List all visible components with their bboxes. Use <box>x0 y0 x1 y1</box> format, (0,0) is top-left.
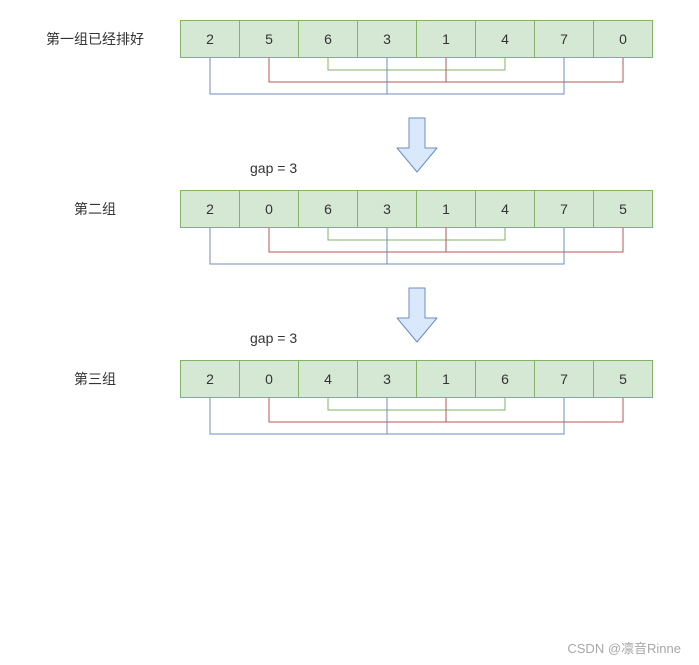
bracket <box>387 228 564 264</box>
array-cell: 3 <box>357 190 417 228</box>
gap-label: gap = 3 <box>250 330 297 346</box>
stage-label: 第一组已经排好 <box>10 29 180 49</box>
down-arrow-icon <box>392 110 442 180</box>
array-cell: 3 <box>357 360 417 398</box>
bracket <box>387 398 564 434</box>
cells: 20431675 <box>180 360 653 398</box>
array-cell: 0 <box>239 190 299 228</box>
array-cell: 6 <box>298 190 358 228</box>
array-cell: 0 <box>239 360 299 398</box>
array-cell: 1 <box>416 190 476 228</box>
array-cell: 4 <box>475 190 535 228</box>
bracket <box>328 58 505 70</box>
array-row: 第三组20431675 <box>10 360 689 398</box>
stage: 第三组20431675 <box>10 360 689 440</box>
bracket <box>210 228 387 264</box>
array-row: 第一组已经排好25631470 <box>10 20 689 58</box>
brackets <box>180 228 673 270</box>
cells: 20631475 <box>180 190 653 228</box>
stage: 第二组20631475 <box>10 190 689 270</box>
array-cell: 7 <box>534 20 594 58</box>
gap-label: gap = 3 <box>250 160 297 176</box>
stage-label: 第二组 <box>10 199 180 219</box>
down-arrow-icon <box>392 280 442 350</box>
stage-label: 第三组 <box>10 369 180 389</box>
array-cell: 7 <box>534 190 594 228</box>
array-cell: 4 <box>298 360 358 398</box>
array-cell: 5 <box>593 190 653 228</box>
bracket <box>210 398 387 434</box>
brackets <box>180 58 673 100</box>
cells: 25631470 <box>180 20 653 58</box>
array-cell: 0 <box>593 20 653 58</box>
array-cell: 2 <box>180 20 240 58</box>
array-cell: 6 <box>298 20 358 58</box>
array-cell: 1 <box>416 360 476 398</box>
bracket <box>387 58 564 94</box>
array-cell: 5 <box>239 20 299 58</box>
watermark: CSDN @凛音Rinne <box>567 638 681 657</box>
array-cell: 4 <box>475 20 535 58</box>
bracket <box>328 398 505 410</box>
array-row: 第二组20631475 <box>10 190 689 228</box>
array-cell: 6 <box>475 360 535 398</box>
array-cell: 7 <box>534 360 594 398</box>
array-cell: 2 <box>180 360 240 398</box>
arrow-section: gap = 3 <box>10 110 689 190</box>
arrow-section: gap = 3 <box>10 280 689 360</box>
bracket <box>328 228 505 240</box>
stage: 第一组已经排好25631470 <box>10 20 689 100</box>
brackets <box>180 398 673 440</box>
array-cell: 3 <box>357 20 417 58</box>
bracket <box>210 58 387 94</box>
array-cell: 1 <box>416 20 476 58</box>
array-cell: 5 <box>593 360 653 398</box>
array-cell: 2 <box>180 190 240 228</box>
